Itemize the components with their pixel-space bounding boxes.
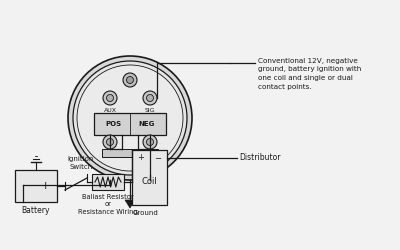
Text: Conventional 12V, negative
ground, battery ignition with
one coil and single or : Conventional 12V, negative ground, batte…: [258, 58, 361, 90]
Bar: [102, 149, 158, 157]
Bar: [94, 113, 166, 135]
Bar: [132, 150, 167, 205]
Text: NEG: NEG: [139, 121, 155, 127]
Text: Ballast Resistor
or
Resistance Wiring: Ballast Resistor or Resistance Wiring: [78, 194, 138, 215]
Text: ─: ─: [22, 181, 28, 191]
Bar: [15, 170, 57, 202]
Text: Ground: Ground: [133, 210, 159, 216]
Circle shape: [143, 91, 157, 105]
Text: SIG: SIG: [145, 108, 155, 113]
Text: ─: ─: [156, 154, 160, 162]
Circle shape: [146, 138, 154, 145]
Text: +: +: [40, 181, 50, 191]
Text: +: +: [138, 154, 144, 162]
Text: Battery: Battery: [22, 206, 50, 215]
Text: AUX: AUX: [104, 108, 116, 113]
Circle shape: [146, 94, 154, 102]
Circle shape: [103, 135, 117, 149]
Circle shape: [103, 91, 117, 105]
Circle shape: [143, 135, 157, 149]
Text: Distributor: Distributor: [239, 154, 280, 162]
Text: Ignition
Switch: Ignition Switch: [68, 156, 94, 170]
Circle shape: [68, 56, 192, 180]
Circle shape: [77, 65, 183, 171]
Circle shape: [123, 73, 137, 87]
Circle shape: [106, 138, 114, 145]
Text: Coil: Coil: [142, 177, 157, 186]
Circle shape: [73, 61, 187, 175]
Bar: [92, 174, 124, 190]
Polygon shape: [125, 200, 135, 208]
Circle shape: [106, 94, 114, 102]
Text: POS: POS: [105, 121, 121, 127]
Circle shape: [126, 76, 134, 84]
